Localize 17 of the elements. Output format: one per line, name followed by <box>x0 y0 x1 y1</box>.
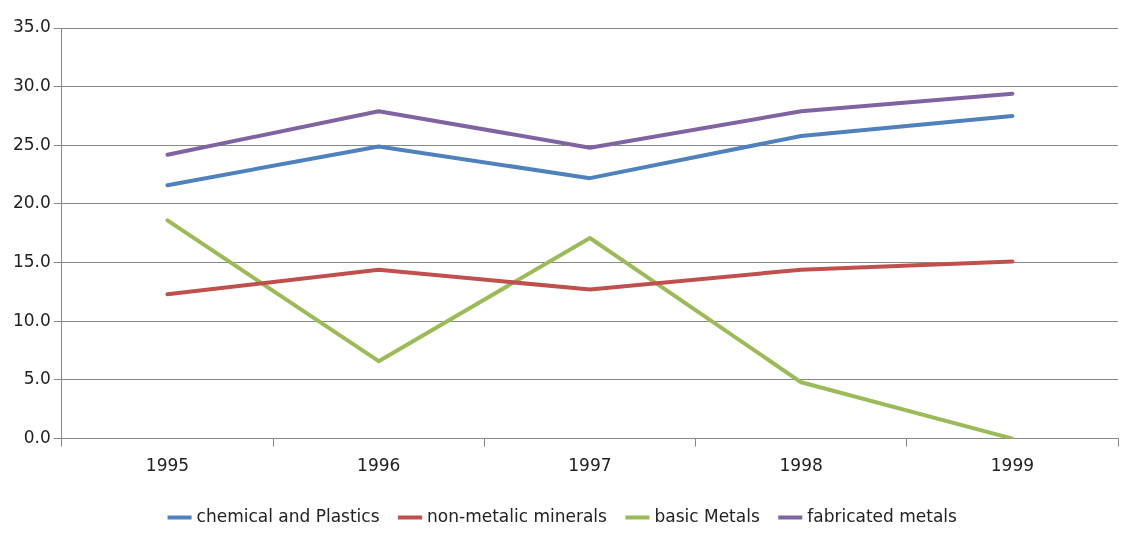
y-tick-label: 25.0 <box>12 133 51 154</box>
legend-label: chemical and Plastics <box>196 505 380 526</box>
x-tick-label: 1995 <box>145 455 190 476</box>
legend-label: non-metalic minerals <box>427 505 608 526</box>
x-tick-label: 1996 <box>357 455 401 476</box>
x-tick-label: 1998 <box>779 455 823 476</box>
legend-label: fabricated metals <box>807 505 958 526</box>
y-tick-label: 20.0 <box>12 192 51 213</box>
y-tick-label: 30.0 <box>12 75 51 96</box>
legend-label: basic Metals <box>654 505 760 526</box>
y-tick-label: 0.0 <box>23 427 51 448</box>
y-tick-label: 5.0 <box>23 368 51 389</box>
y-tick-label: 15.0 <box>12 251 51 272</box>
x-tick-label: 1997 <box>568 455 612 476</box>
y-tick-label: 10.0 <box>12 309 51 330</box>
x-tick-label: 1999 <box>990 455 1035 476</box>
y-tick-label: 35.0 <box>12 16 51 37</box>
